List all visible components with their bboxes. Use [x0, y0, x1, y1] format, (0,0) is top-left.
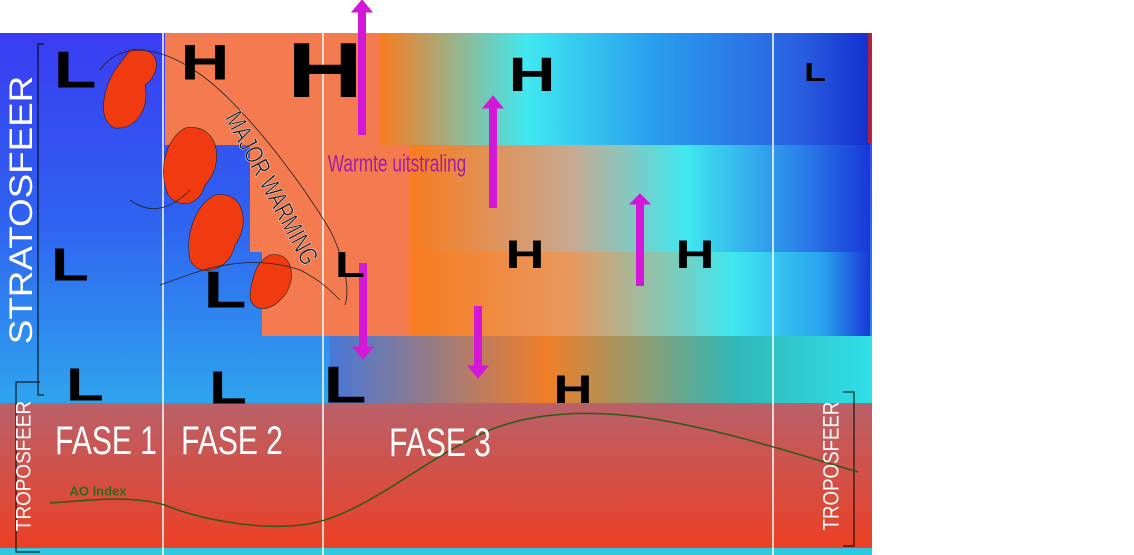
phase-dividers [162, 33, 774, 555]
background [0, 33, 872, 555]
phase-label: FASE 1 [55, 419, 157, 463]
pressure-system: L [54, 41, 97, 99]
pressure-system: H [181, 34, 230, 90]
pressure-system: L [324, 356, 367, 414]
radiation-arrows [350, 0, 652, 379]
troposphere-label: TROPOSFEER [820, 402, 844, 531]
pressure-system: L [804, 57, 825, 86]
pressure-system: H [506, 233, 545, 278]
ao-index-label: AO Index [69, 484, 127, 499]
phase-label: FASE 3 [389, 421, 491, 465]
radiation-label: Warmte uitstraling [328, 151, 467, 177]
pressure-system: L [66, 359, 104, 410]
pressure-system: L [209, 362, 247, 413]
stratosphere-label: STRATOSFEER [4, 76, 39, 344]
pressure-systems: L H H H LL L L H HL L L H [51, 26, 826, 414]
pressure-system: L [335, 245, 365, 285]
pressure-system: H [509, 48, 556, 102]
flow-lines [99, 49, 348, 306]
troposphere-label: TROPOSFEER [12, 401, 35, 531]
brackets [15, 43, 855, 553]
pressure-system: H [676, 233, 715, 278]
phase-label: FASE 2 [181, 419, 283, 463]
pressure-system: L [51, 239, 89, 290]
pressure-system: L [204, 261, 247, 319]
vortex-blobs [103, 49, 292, 309]
pressure-system: H [287, 26, 363, 114]
pressure-system: H [554, 368, 593, 413]
ao-index-line [49, 412, 859, 528]
